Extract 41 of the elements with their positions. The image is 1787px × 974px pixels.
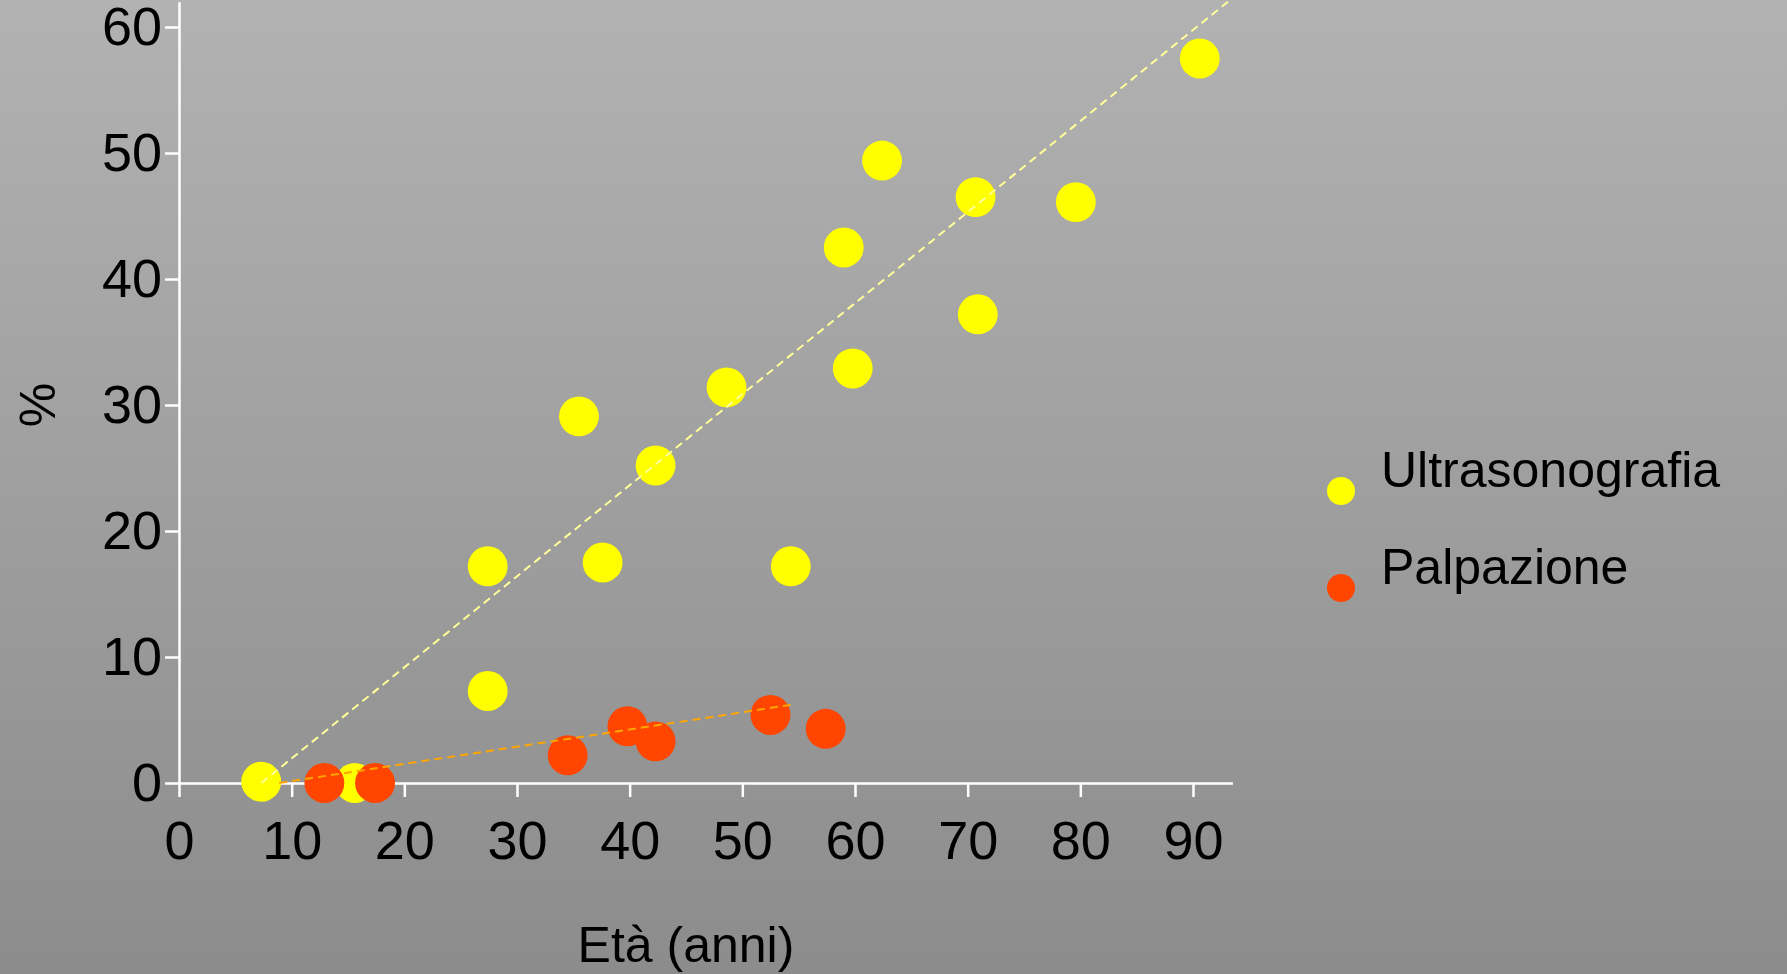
x-tick-label: 30 (487, 810, 548, 871)
point (467, 671, 508, 711)
x-axis-title: Età (anni) (577, 917, 795, 973)
legend-label: Palpazione (1381, 539, 1629, 595)
y-tick-label: 50 (101, 121, 162, 182)
point (805, 708, 846, 749)
y-tick-label: 0 (131, 751, 162, 812)
point (547, 735, 588, 776)
point (770, 546, 811, 587)
point (582, 542, 623, 583)
y-tick-label: 30 (101, 373, 162, 434)
point (750, 695, 791, 735)
point (832, 348, 873, 389)
x-tick-label: 10 (262, 810, 323, 871)
legend-label: Ultrasonografia (1381, 442, 1721, 498)
point (706, 367, 747, 408)
y-axis-title: % (10, 382, 66, 428)
x-tick-label: 20 (374, 810, 435, 871)
point (635, 445, 676, 486)
point (467, 546, 508, 587)
x-tick-label: 70 (938, 810, 999, 871)
point (304, 763, 345, 803)
y-tick-label: 60 (101, 0, 162, 56)
x-tick-label: 90 (1163, 810, 1224, 871)
x-tick-label: 60 (825, 810, 886, 871)
x-tick-label: 80 (1050, 810, 1111, 871)
point (955, 177, 996, 218)
point (1055, 182, 1096, 223)
x-tick-label: 50 (712, 810, 773, 871)
y-tick-label: 20 (101, 499, 162, 560)
point (559, 396, 599, 437)
point (635, 721, 676, 762)
point (823, 227, 864, 268)
point (241, 761, 282, 802)
y-tick-label: 10 (101, 625, 162, 686)
x-tick-label: 40 (600, 810, 661, 871)
point (1179, 38, 1220, 79)
point (957, 294, 998, 335)
y-tick-label: 40 (101, 247, 162, 308)
point (862, 140, 902, 181)
point (355, 763, 395, 803)
